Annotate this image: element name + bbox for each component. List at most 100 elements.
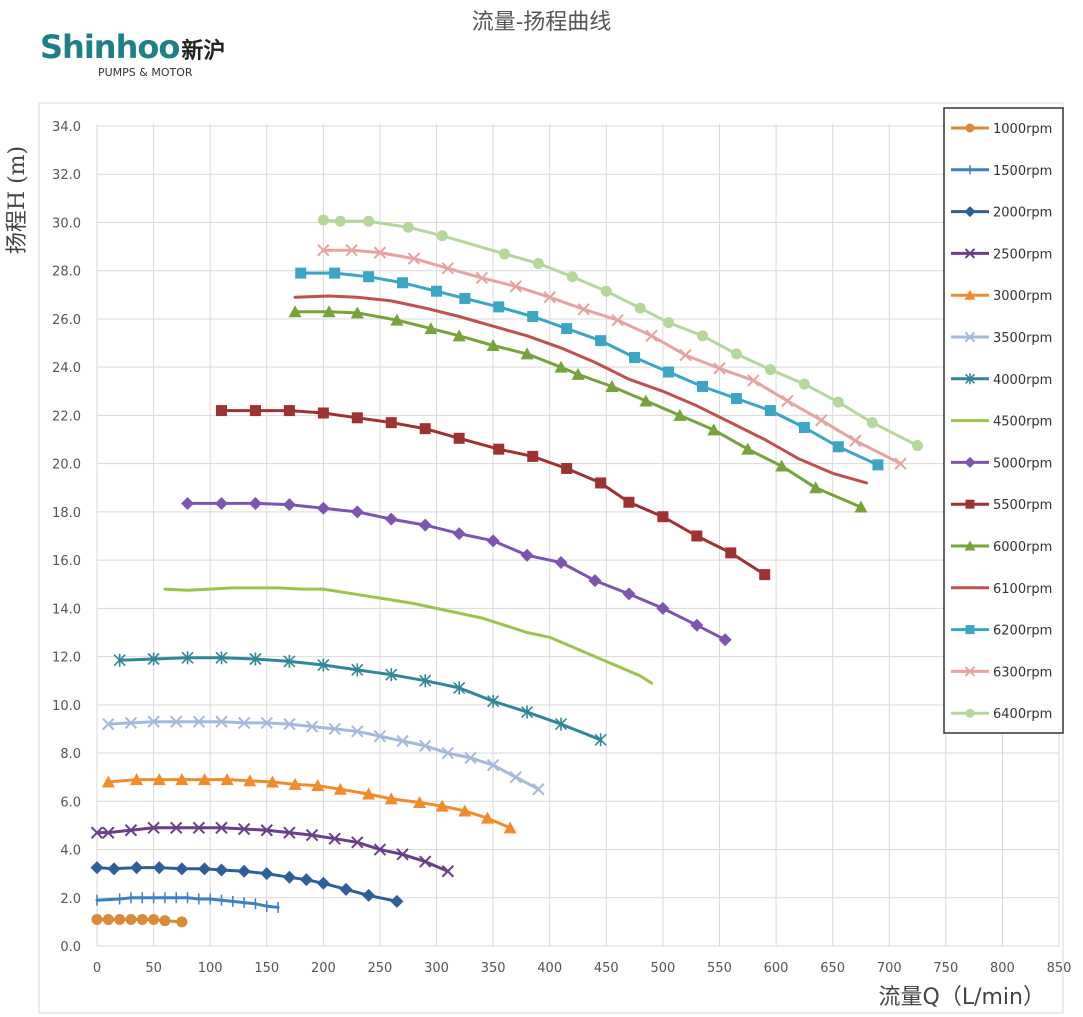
data-point — [741, 442, 755, 455]
data-point — [486, 534, 500, 548]
legend: 1000rpm 1500rpm 2000rpm 2500rpm 3000rpm 3500r… — [943, 107, 1064, 734]
data-point — [656, 601, 670, 615]
x-tick-label: 300 — [424, 961, 449, 976]
series-line — [321, 248, 903, 466]
data-point — [198, 773, 212, 786]
data-point — [509, 770, 522, 784]
data-point — [453, 681, 466, 695]
data-point — [854, 500, 868, 513]
data-point — [362, 787, 376, 800]
data-point — [385, 417, 397, 429]
data-point — [588, 574, 602, 588]
data-point — [305, 720, 319, 733]
data-point — [725, 547, 737, 559]
data-point — [509, 280, 522, 293]
data-point — [214, 496, 228, 510]
data-point — [498, 248, 510, 260]
legend-label: 6300rpm — [993, 665, 1052, 680]
data-point — [419, 739, 432, 753]
data-point — [351, 836, 364, 849]
series-line — [106, 720, 540, 791]
x-tick-label: 550 — [707, 961, 732, 976]
data-point — [396, 848, 409, 861]
data-point — [283, 717, 296, 731]
data-point — [148, 913, 160, 925]
y-tick-label: 34.0 — [52, 120, 81, 135]
y-tick-label: 14.0 — [52, 602, 81, 617]
data-point — [237, 822, 251, 836]
x-tick-label: 700 — [877, 961, 902, 976]
data-point — [527, 311, 539, 323]
x-tick-label: 650 — [820, 961, 845, 976]
data-point — [215, 405, 227, 417]
data-point — [663, 317, 675, 329]
data-point — [441, 746, 455, 760]
data-point — [809, 481, 823, 494]
data-point — [707, 423, 721, 436]
data-point — [872, 459, 884, 471]
data-point — [964, 373, 976, 385]
data-point — [775, 459, 789, 472]
data-point — [237, 716, 251, 730]
x-tick-label: 50 — [145, 961, 162, 976]
data-point — [265, 775, 279, 788]
data-point — [452, 527, 466, 541]
x-tick-label: 600 — [764, 961, 789, 976]
data-point — [713, 362, 726, 375]
series-line — [293, 294, 869, 485]
data-point — [781, 394, 794, 408]
data-point — [600, 285, 612, 297]
data-point — [362, 888, 376, 902]
data-point — [317, 243, 330, 257]
data-point — [288, 777, 302, 790]
data-point — [260, 867, 274, 881]
data-point — [690, 618, 704, 632]
data-point — [288, 305, 302, 318]
data-point — [730, 348, 742, 360]
data-point — [965, 708, 975, 718]
data-point — [181, 651, 194, 665]
series-group — [90, 214, 924, 928]
series-5500rpm — [215, 405, 771, 581]
y-tick-label: 24.0 — [52, 361, 81, 376]
data-point — [390, 313, 404, 326]
data-point — [260, 824, 273, 837]
legend-item-2000rpm: 2000rpm — [951, 206, 1052, 221]
data-point — [101, 775, 115, 788]
data-point — [407, 252, 421, 265]
data-point — [964, 456, 976, 468]
data-point — [282, 870, 296, 884]
data-point — [798, 421, 810, 433]
data-point — [894, 457, 907, 470]
plot-frame — [38, 102, 1064, 1014]
data-point — [718, 633, 732, 647]
data-point — [424, 322, 438, 335]
data-point — [130, 861, 144, 875]
data-point — [832, 396, 844, 408]
data-point — [214, 863, 228, 877]
y-tick-label: 6.0 — [60, 795, 81, 810]
x-tick-labels: 0 50 100 150 200 250 300 350 400 450 500 550 600 650 7… — [93, 961, 1072, 976]
data-point — [629, 352, 641, 364]
data-point — [402, 221, 414, 233]
data-point — [175, 773, 189, 786]
legend-item-1000rpm: 1000rpm — [951, 122, 1052, 137]
x-tick-label: 400 — [537, 961, 562, 976]
data-point — [964, 248, 976, 259]
legend-label: 3500rpm — [993, 331, 1052, 346]
y-tick-label: 2.0 — [60, 892, 81, 907]
data-point — [249, 652, 262, 666]
data-point — [170, 715, 183, 728]
data-point — [147, 715, 160, 728]
data-point — [384, 792, 398, 805]
data-point — [170, 821, 183, 835]
data-point — [175, 862, 189, 876]
data-point — [282, 498, 296, 512]
y-tick-label: 26.0 — [52, 313, 81, 328]
data-point — [622, 587, 636, 601]
data-point — [832, 441, 844, 453]
x-tick-label: 200 — [311, 961, 336, 976]
legend-item-6000rpm: 6000rpm — [951, 540, 1052, 555]
series-1000rpm — [91, 913, 188, 928]
